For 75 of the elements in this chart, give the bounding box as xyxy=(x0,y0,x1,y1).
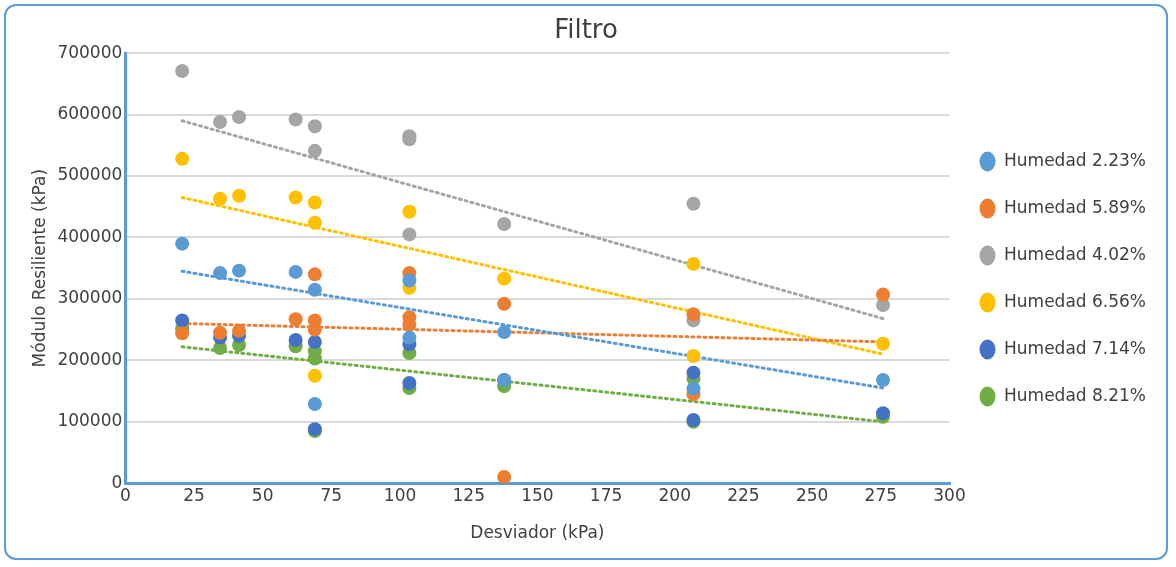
point xyxy=(402,376,417,391)
point xyxy=(175,326,190,341)
point xyxy=(497,296,512,311)
point xyxy=(232,110,247,125)
x-tick-label: 300 xyxy=(933,484,966,505)
legend-label: Humedad 2.23% xyxy=(1004,149,1147,170)
point xyxy=(497,325,512,340)
point xyxy=(686,256,701,271)
point xyxy=(497,216,512,231)
x-tick-label: 100 xyxy=(383,484,417,505)
point xyxy=(307,396,322,411)
point xyxy=(307,282,322,297)
legend-label: Humedad 8.21% xyxy=(1004,384,1147,405)
y-tick-label: 200000 xyxy=(57,348,123,369)
y-tick-label: 700000 xyxy=(57,41,123,62)
point xyxy=(402,330,417,345)
point xyxy=(288,312,303,327)
point xyxy=(402,227,417,242)
x-tick-label: 50 xyxy=(251,484,274,505)
point xyxy=(175,64,190,79)
x-tick-label: 175 xyxy=(589,484,623,505)
point xyxy=(213,191,228,206)
point xyxy=(876,373,891,387)
legend-label: Humedad 4.02% xyxy=(1004,243,1147,264)
point xyxy=(307,143,322,158)
y-axis-title: Módulo Resiliente (kPa) xyxy=(28,168,49,368)
point xyxy=(686,196,701,211)
point xyxy=(213,325,228,340)
legend-label: Humedad 5.89% xyxy=(1004,196,1147,217)
point xyxy=(307,267,322,282)
point xyxy=(686,381,701,396)
point xyxy=(307,195,322,210)
point xyxy=(307,322,322,337)
point xyxy=(307,119,322,134)
y-tick-label: 500000 xyxy=(57,164,123,185)
x-tick-label: 125 xyxy=(452,484,485,505)
point xyxy=(232,323,247,338)
point xyxy=(288,112,303,127)
x-tick-label: 75 xyxy=(320,484,343,505)
legend-label: Humedad 6.56% xyxy=(1004,290,1147,311)
point xyxy=(232,263,247,278)
point xyxy=(497,271,512,286)
x-tick-label: 250 xyxy=(795,484,829,505)
point xyxy=(213,266,228,281)
y-tick-label: 100000 xyxy=(57,410,123,431)
point xyxy=(402,273,417,288)
chart-title: Filtro xyxy=(554,14,618,45)
point xyxy=(686,365,701,380)
y-tick-label: 600000 xyxy=(57,103,123,124)
point xyxy=(307,368,322,383)
point xyxy=(175,313,190,328)
x-axis-title: Desviador (kPa) xyxy=(470,522,605,543)
point xyxy=(175,236,190,251)
point xyxy=(232,188,247,203)
point xyxy=(402,204,417,219)
x-tick-label: 200 xyxy=(658,484,691,505)
legend-label: Humedad 7.14% xyxy=(1004,337,1147,358)
point xyxy=(288,190,303,205)
y-tick-label: 400000 xyxy=(57,225,123,246)
point xyxy=(686,307,701,322)
point xyxy=(213,115,228,129)
x-tick-label: 225 xyxy=(727,484,760,505)
point xyxy=(876,336,891,351)
x-tick-label: 275 xyxy=(864,484,898,505)
point xyxy=(288,333,303,348)
point xyxy=(175,151,190,166)
x-tick-label: 25 xyxy=(183,484,205,505)
point xyxy=(497,470,512,484)
point xyxy=(307,334,322,349)
x-tick-label: 150 xyxy=(521,484,554,505)
point xyxy=(288,264,303,279)
y-tick-label: 300000 xyxy=(57,287,123,308)
point xyxy=(876,287,891,302)
point xyxy=(307,215,322,230)
point xyxy=(686,349,701,364)
